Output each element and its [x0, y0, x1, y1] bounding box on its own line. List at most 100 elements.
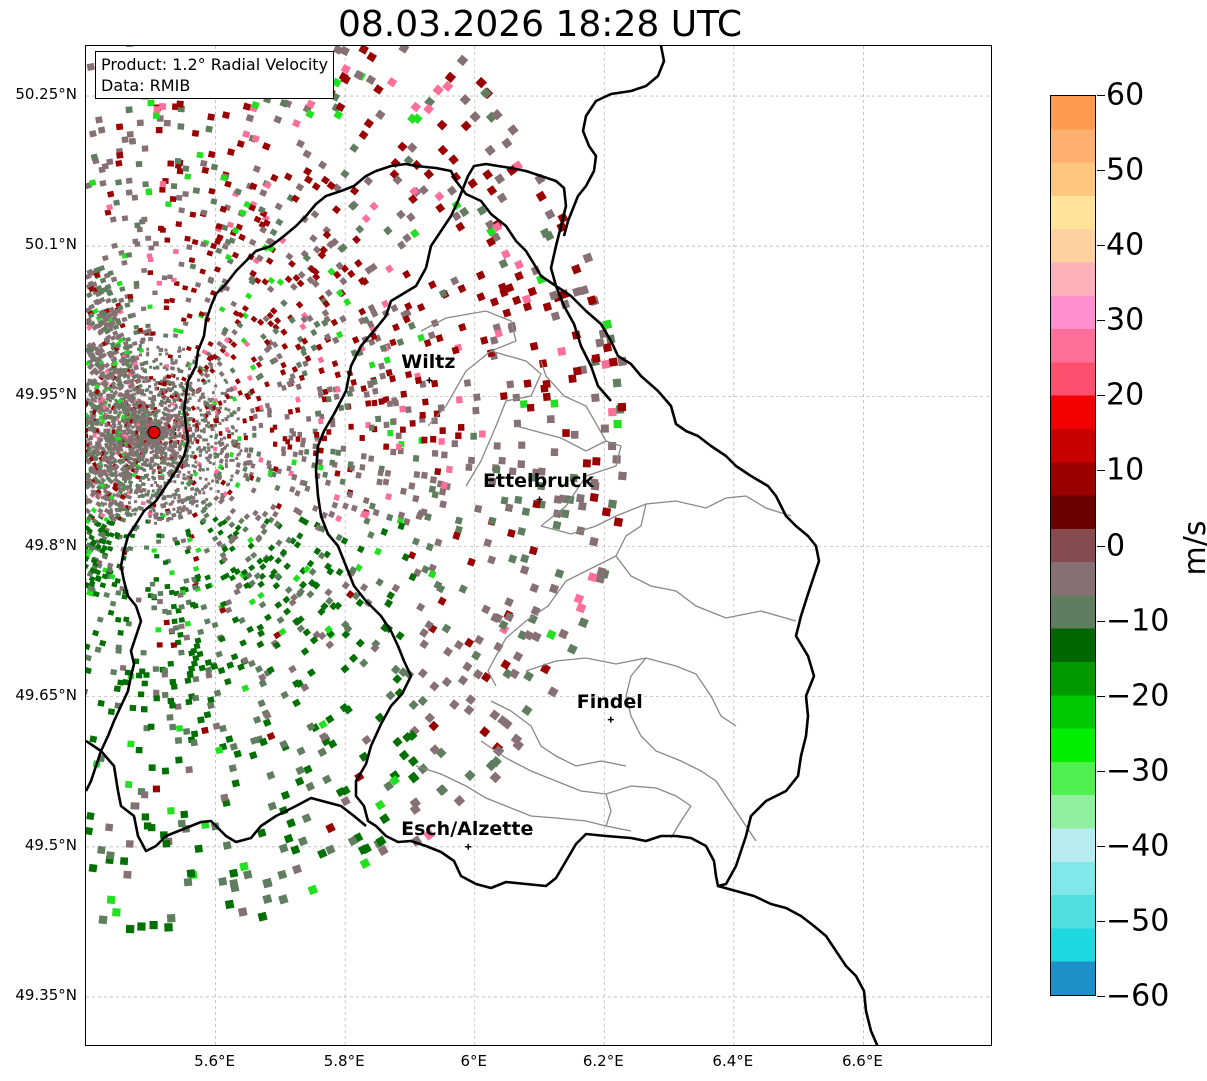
radar-echo-pixel: [121, 316, 128, 323]
radar-echo-pixel: [203, 364, 210, 371]
radar-echo-pixel: [202, 445, 207, 452]
radar-echo-pixel: [123, 616, 130, 623]
colorbar-tick: [1097, 470, 1105, 472]
radar-echo-pixel: [508, 554, 518, 564]
radar-echo-pixel: [276, 616, 285, 624]
radar-echo-pixel: [130, 312, 136, 318]
radar-echo-pixel: [378, 362, 386, 370]
radar-echo-pixel: [200, 393, 204, 396]
radar-echo-pixel: [322, 226, 332, 235]
radar-echo-pixel: [301, 455, 307, 463]
radar-echo-pixel: [157, 599, 163, 605]
radar-echo-pixel: [117, 376, 121, 380]
radar-echo-pixel: [112, 458, 119, 464]
radar-echo-pixel: [142, 426, 146, 430]
radar-echo-pixel: [182, 424, 186, 428]
radar-echo-pixel: [118, 297, 125, 304]
radar-echo-pixel: [375, 415, 382, 423]
radar-echo-pixel: [507, 528, 516, 538]
radar-echo-pixel: [286, 465, 292, 472]
radar-echo-pixel: [189, 500, 192, 504]
radar-echo-pixel: [181, 460, 184, 464]
radar-echo-pixel: [234, 378, 241, 385]
radar-echo-pixel: [344, 403, 351, 410]
radar-echo-pixel: [457, 423, 465, 431]
radar-echo-pixel: [287, 259, 296, 268]
radar-echo-pixel: [229, 367, 236, 374]
radar-echo-pixel: [464, 769, 476, 782]
radar-echo-pixel: [121, 508, 125, 512]
radar-echo-pixel: [523, 670, 535, 682]
radar-echo-pixel: [94, 396, 98, 400]
radar-echo-pixel: [407, 756, 419, 767]
radar-echo-pixel: [169, 298, 175, 304]
radar-echo-pixel: [201, 166, 209, 174]
radar-echo-pixel: [301, 437, 306, 444]
radar-echo-pixel: [151, 449, 155, 453]
radar-echo-pixel: [193, 465, 197, 469]
radar-echo-pixel: [295, 182, 305, 192]
radar-echo-pixel: [277, 869, 288, 880]
radar-echo-pixel: [313, 547, 322, 556]
radar-echo-pixel: [91, 461, 98, 468]
radar-echo-pixel: [389, 775, 400, 786]
radar-echo-pixel: [104, 423, 108, 427]
radar-echo-pixel: [161, 417, 165, 421]
radar-echo-pixel: [225, 598, 233, 606]
radar-echo-pixel: [429, 681, 440, 692]
radar-echo-pixel: [161, 476, 165, 479]
radar-echo-pixel: [235, 444, 239, 448]
radar-echo-pixel: [97, 370, 101, 374]
radar-echo-pixel: [86, 412, 88, 418]
radar-echo-pixel: [613, 517, 624, 527]
radar-echo-pixel: [108, 531, 115, 538]
radar-echo-pixel: [107, 409, 113, 415]
radar-echo-pixel: [371, 399, 378, 407]
radar-echo-pixel: [86, 562, 90, 570]
radar-echo-pixel: [98, 915, 108, 925]
radar-echo-pixel: [164, 435, 168, 439]
radar-echo-pixel: [86, 319, 93, 327]
radar-echo-pixel: [269, 228, 278, 237]
colorbar-tick: [1097, 170, 1105, 172]
radar-echo-pixel: [306, 590, 315, 599]
colorbar-tick: [1097, 620, 1105, 622]
radar-echo-pixel: [264, 381, 270, 388]
radar-echo-pixel: [113, 403, 117, 407]
radar-echo-pixel: [127, 376, 130, 380]
product-label: Product: 1.2° Radial Velocity: [101, 55, 329, 74]
radar-echo-pixel: [86, 571, 94, 578]
radar-echo-pixel: [210, 403, 214, 407]
radar-echo-pixel: [463, 379, 472, 387]
radar-echo-pixel: [360, 843, 372, 855]
radar-echo-pixel: [129, 350, 133, 354]
radar-echo-pixel: [101, 254, 109, 262]
radar-echo-pixel: [302, 628, 311, 637]
radar-echo-pixel: [480, 671, 492, 683]
radar-echo-pixel: [542, 379, 551, 389]
radar-echo-pixel: [602, 342, 613, 353]
radar-echo-pixel: [160, 431, 164, 435]
radar-echo-pixel: [167, 274, 173, 280]
radar-echo-pixel: [246, 625, 254, 634]
radar-echo-pixel: [166, 374, 172, 379]
radar-echo-pixel: [125, 403, 132, 409]
radar-echo-pixel: [459, 206, 470, 218]
radar-echo-pixel: [204, 583, 212, 590]
radar-echo-pixel: [283, 833, 294, 844]
radar-echo-pixel: [169, 494, 173, 498]
colorbar-tick: [1097, 545, 1105, 547]
radar-echo-pixel: [113, 417, 117, 421]
radar-echo-pixel: [216, 480, 220, 484]
radar-echo-pixel: [192, 655, 200, 662]
radar-echo-pixel: [107, 545, 114, 552]
radar-echo-pixel: [302, 360, 309, 368]
radar-echo-pixel: [493, 641, 504, 653]
radar-echo-pixel: [390, 448, 397, 456]
radar-echo-pixel: [479, 726, 491, 738]
product-info-box: Product: 1.2° Radial Velocity Data: RMIB: [95, 51, 335, 99]
radar-echo-pixel: [119, 494, 126, 500]
radar-echo-pixel: [325, 714, 335, 724]
radar-echo-pixel: [163, 305, 170, 311]
radar-echo-pixel: [492, 221, 503, 233]
